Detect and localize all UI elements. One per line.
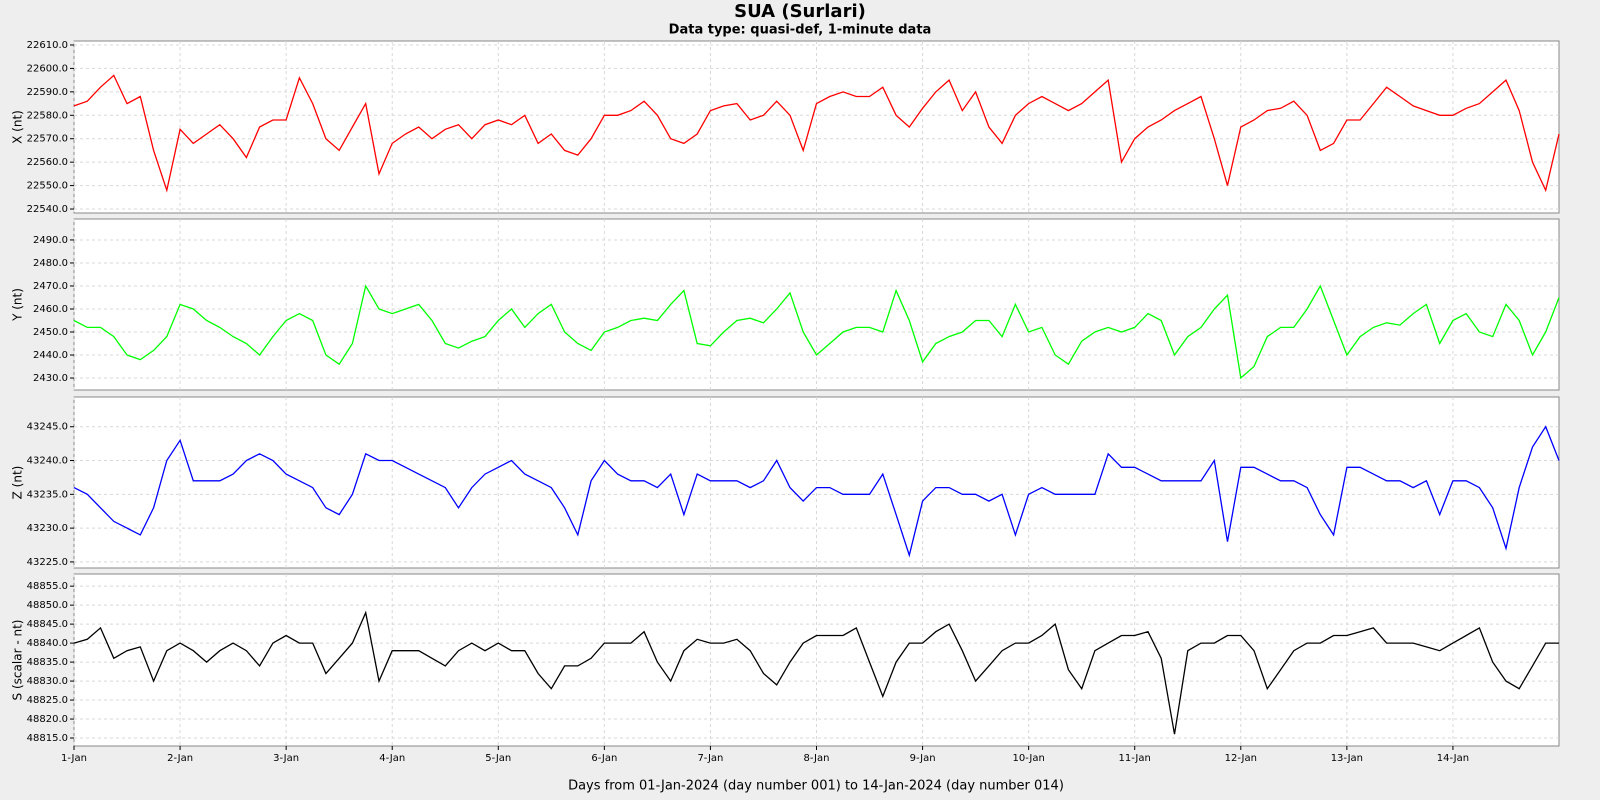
data-line <box>73 284 1560 380</box>
y-tick-label: 43240.0 <box>27 456 68 467</box>
y-tick-label: 22560.0 <box>27 157 68 168</box>
x-tick-label: 9-Jan <box>910 753 936 764</box>
x-tick-label: 12-Jan <box>1225 753 1257 764</box>
y-axis-label: Y (nt) <box>11 288 25 322</box>
y-tick-label: 2430.0 <box>33 373 68 384</box>
x-tick-label: 10-Jan <box>1012 753 1044 764</box>
y-tick-label: 48830.0 <box>27 676 68 687</box>
y-tick-label: 48820.0 <box>27 714 68 725</box>
y-tick-label: 22540.0 <box>27 204 68 215</box>
x-tick-label: 3-Jan <box>273 753 299 764</box>
x-tick-label: 14-Jan <box>1437 753 1469 764</box>
x-tick-label: 7-Jan <box>697 753 723 764</box>
y-axis-label: X (nt) <box>11 110 25 144</box>
x-tick-label: 13-Jan <box>1331 753 1363 764</box>
y-tick-label: 48855.0 <box>27 581 68 592</box>
y-tick-label: 22590.0 <box>27 87 68 98</box>
data-line <box>73 610 1559 735</box>
y-tick-label: 43235.0 <box>27 489 68 500</box>
y-tick-label: 2440.0 <box>33 350 68 361</box>
y-tick-label: 2470.0 <box>33 281 68 292</box>
y-tick-label: 43245.0 <box>27 422 68 433</box>
y-tick-label: 48850.0 <box>27 600 68 611</box>
y-tick-label: 2460.0 <box>33 304 68 315</box>
y-tick-label: 22550.0 <box>27 181 68 192</box>
data-line <box>73 74 1560 193</box>
data-line <box>73 425 1560 558</box>
y-tick-label: 22580.0 <box>27 110 68 121</box>
x-tick-label: 5-Jan <box>485 753 511 764</box>
y-tick-label: 48815.0 <box>27 733 68 744</box>
x-axis-label: Days from 01-Jan-2024 (day number 001) t… <box>568 779 1064 794</box>
y-axis-label: S (scalar - nt) <box>11 620 25 701</box>
x-tick-label: 6-Jan <box>591 753 617 764</box>
x-tick-label: 4-Jan <box>379 753 405 764</box>
y-tick-label: 22610.0 <box>27 40 68 51</box>
x-tick-label: 8-Jan <box>804 753 830 764</box>
chart-subtitle: Data type: quasi-def, 1-minute data <box>669 23 932 38</box>
y-tick-label: 48840.0 <box>27 638 68 649</box>
y-tick-label: 22600.0 <box>27 63 68 74</box>
y-tick-label: 2490.0 <box>33 235 68 246</box>
y-tick-label: 22570.0 <box>27 134 68 145</box>
y-tick-label: 48845.0 <box>27 619 68 630</box>
x-tick-label: 11-Jan <box>1119 753 1151 764</box>
y-tick-label: 43225.0 <box>27 557 68 568</box>
y-tick-label: 2480.0 <box>33 258 68 269</box>
y-tick-label: 48835.0 <box>27 657 68 668</box>
chart-title: SUA (Surlari) <box>734 1 866 22</box>
x-tick-label: 1-Jan <box>61 753 87 764</box>
x-tick-label: 2-Jan <box>167 753 193 764</box>
y-tick-label: 2450.0 <box>33 327 68 338</box>
y-axis-label: Z (nt) <box>11 466 25 500</box>
y-tick-label: 48825.0 <box>27 695 68 706</box>
y-tick-label: 43230.0 <box>27 523 68 534</box>
